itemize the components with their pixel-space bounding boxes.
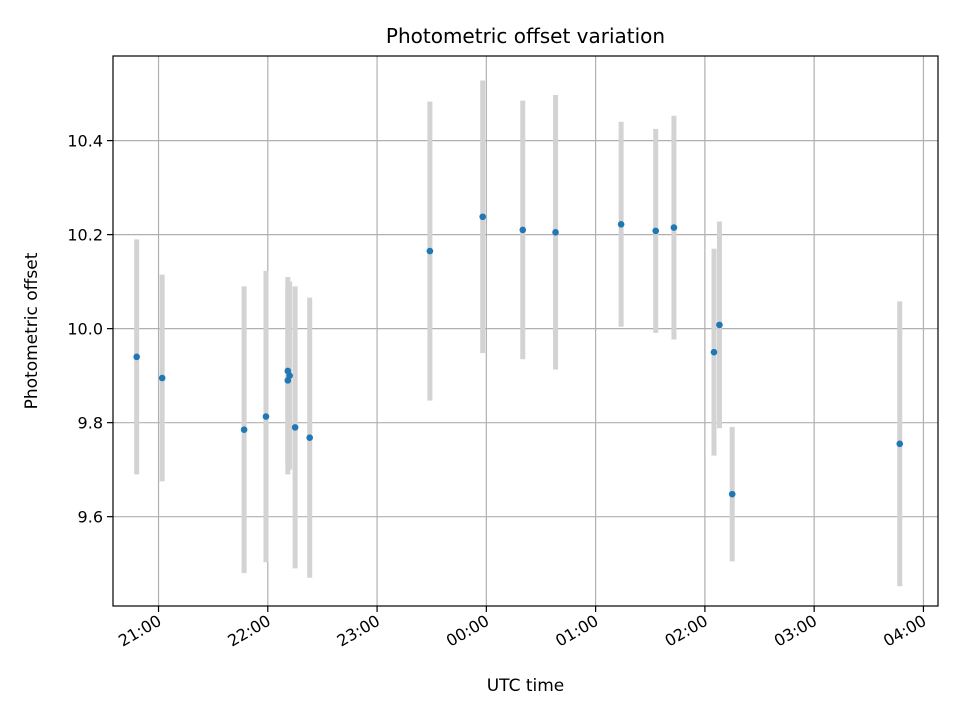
- y-tick-label: 10.0: [67, 320, 103, 339]
- data-point: [716, 321, 723, 329]
- data-point: [262, 413, 270, 420]
- data-point: [670, 224, 678, 231]
- data-point: [710, 348, 718, 356]
- data-points: [133, 213, 904, 498]
- plot-frame: [112, 55, 939, 607]
- chart-title: Photometric offset variation: [386, 24, 665, 48]
- y-tick-label: 9.8: [78, 414, 103, 433]
- data-point: [240, 426, 248, 434]
- data-point: [286, 372, 293, 379]
- data-point: [306, 434, 313, 442]
- data-point: [652, 227, 660, 235]
- data-point: [728, 490, 736, 498]
- data-point: [479, 213, 487, 221]
- y-tick-label: 10.4: [67, 132, 103, 151]
- y-axis-label: Photometric offset: [22, 252, 42, 409]
- data-point: [158, 374, 166, 382]
- y-tick-label: 10.2: [67, 226, 103, 245]
- data-point: [291, 424, 299, 431]
- x-axis-label: UTC time: [487, 676, 565, 696]
- data-point: [133, 353, 140, 361]
- data-point: [617, 220, 625, 228]
- data-point: [519, 226, 527, 234]
- data-point: [896, 440, 904, 448]
- y-tick-label: 9.6: [78, 508, 103, 527]
- y-axis-ticks: 9.6 9.8 10.0 10.2 10.4: [67, 132, 113, 527]
- data-point: [426, 247, 434, 255]
- data-point: [552, 228, 559, 236]
